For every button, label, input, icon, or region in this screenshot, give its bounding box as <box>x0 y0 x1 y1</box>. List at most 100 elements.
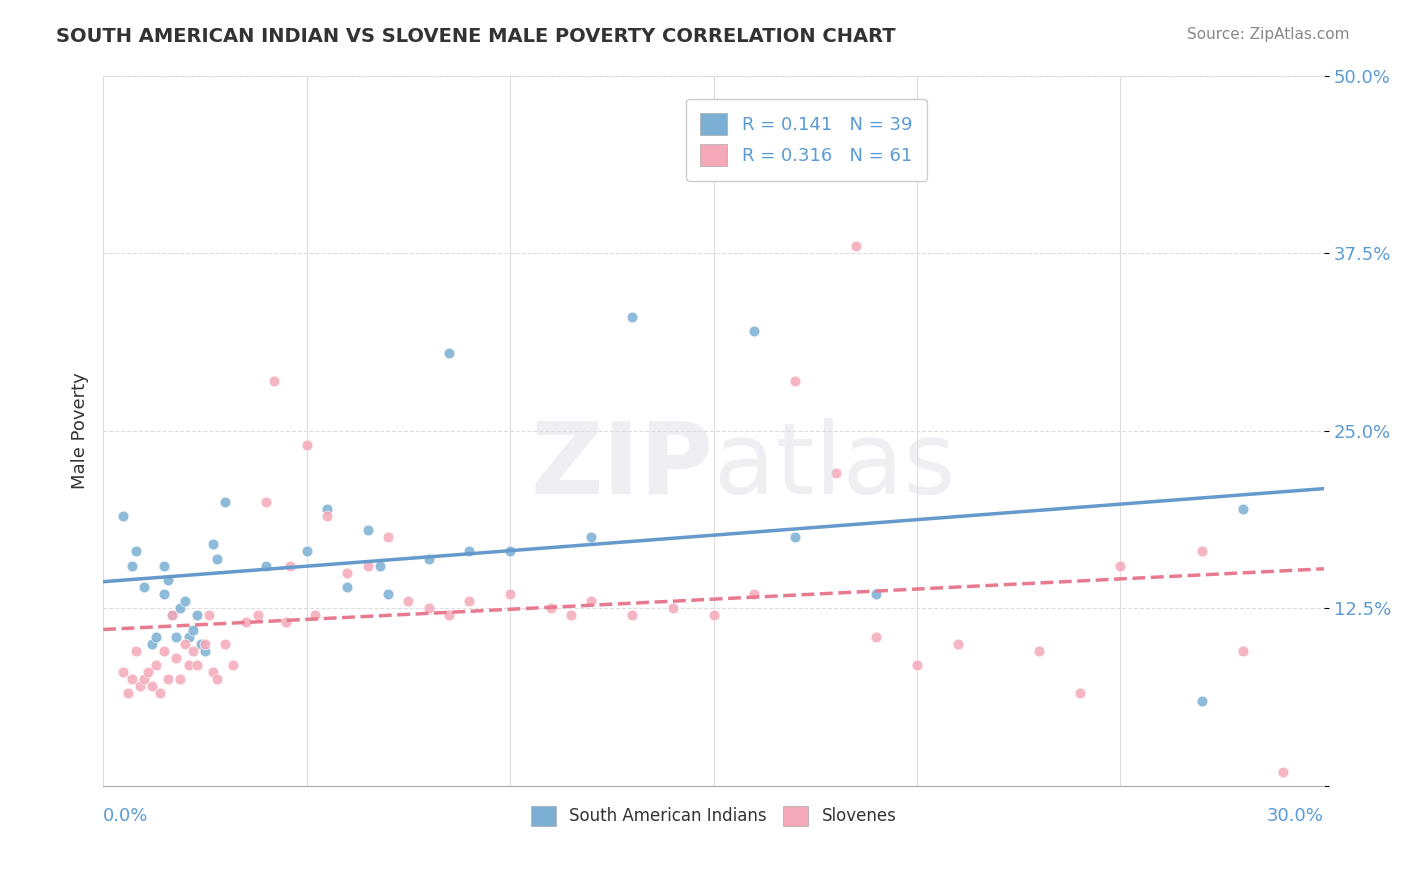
Point <box>214 637 236 651</box>
Point <box>177 658 200 673</box>
Point <box>165 651 187 665</box>
Point <box>153 558 176 573</box>
Point <box>581 530 603 544</box>
Point <box>377 587 399 601</box>
Point <box>1232 501 1254 516</box>
Point <box>865 630 887 644</box>
Point <box>295 438 318 452</box>
Point <box>222 658 245 673</box>
Point <box>316 501 339 516</box>
Point <box>1191 544 1213 558</box>
Point <box>157 672 180 686</box>
Point <box>235 615 257 630</box>
Point <box>1109 558 1132 573</box>
Text: SOUTH AMERICAN INDIAN VS SLOVENE MALE POVERTY CORRELATION CHART: SOUTH AMERICAN INDIAN VS SLOVENE MALE PO… <box>56 27 896 45</box>
Text: 30.0%: 30.0% <box>1267 807 1324 825</box>
Text: 0.0%: 0.0% <box>103 807 149 825</box>
Point <box>1191 693 1213 707</box>
Point <box>254 494 277 508</box>
Point <box>304 608 326 623</box>
Point <box>1232 644 1254 658</box>
Point <box>125 644 148 658</box>
Point <box>742 587 765 601</box>
Point <box>702 608 724 623</box>
Point <box>1028 644 1050 658</box>
Point <box>662 601 685 615</box>
Point <box>121 672 143 686</box>
Point <box>112 665 135 680</box>
Point <box>621 310 644 324</box>
Point <box>201 665 224 680</box>
Point <box>437 608 460 623</box>
Point <box>865 587 887 601</box>
Point <box>153 587 176 601</box>
Point <box>205 672 228 686</box>
Point <box>254 558 277 573</box>
Point <box>201 537 224 551</box>
Point <box>141 679 163 693</box>
Point <box>149 686 172 700</box>
Point <box>276 615 298 630</box>
Point <box>190 637 212 651</box>
Point <box>198 608 221 623</box>
Point <box>157 573 180 587</box>
Point <box>205 551 228 566</box>
Point <box>295 544 318 558</box>
Point <box>132 672 155 686</box>
Point <box>742 324 765 338</box>
Text: atlas: atlas <box>713 417 955 515</box>
Point <box>356 558 378 573</box>
Point <box>186 658 208 673</box>
Text: Source: ZipAtlas.com: Source: ZipAtlas.com <box>1187 27 1350 42</box>
Point <box>169 672 191 686</box>
Point <box>458 544 481 558</box>
Point <box>437 345 460 359</box>
Point <box>112 508 135 523</box>
Point <box>316 508 339 523</box>
Y-axis label: Male Poverty: Male Poverty <box>72 372 89 489</box>
Point <box>165 630 187 644</box>
Point <box>336 580 359 594</box>
Point <box>169 601 191 615</box>
Point <box>845 239 868 253</box>
Point <box>145 658 167 673</box>
Point <box>560 608 582 623</box>
Point <box>194 637 217 651</box>
Point <box>418 551 440 566</box>
Text: ZIP: ZIP <box>530 417 713 515</box>
Point <box>162 608 184 623</box>
Point <box>418 601 440 615</box>
Point <box>396 594 419 608</box>
Point <box>181 644 204 658</box>
Point <box>783 530 806 544</box>
Legend: South American Indians, Slovenes: South American Indians, Slovenes <box>522 797 905 834</box>
Point <box>194 644 217 658</box>
Point <box>162 608 184 623</box>
Point <box>136 665 159 680</box>
Point <box>263 374 285 388</box>
Point <box>177 630 200 644</box>
Point <box>581 594 603 608</box>
Point <box>214 494 236 508</box>
Point <box>278 558 301 573</box>
Point <box>125 544 148 558</box>
Point <box>499 587 522 601</box>
Point <box>145 630 167 644</box>
Point <box>368 558 391 573</box>
Point <box>117 686 139 700</box>
Point <box>458 594 481 608</box>
Point <box>246 608 269 623</box>
Point <box>121 558 143 573</box>
Point <box>905 658 928 673</box>
Point <box>173 637 195 651</box>
Point <box>128 679 150 693</box>
Point <box>1272 764 1295 779</box>
Point <box>499 544 522 558</box>
Point <box>824 467 846 481</box>
Point <box>141 637 163 651</box>
Point <box>1069 686 1091 700</box>
Point <box>783 374 806 388</box>
Point <box>946 637 969 651</box>
Point <box>153 644 176 658</box>
Point <box>377 530 399 544</box>
